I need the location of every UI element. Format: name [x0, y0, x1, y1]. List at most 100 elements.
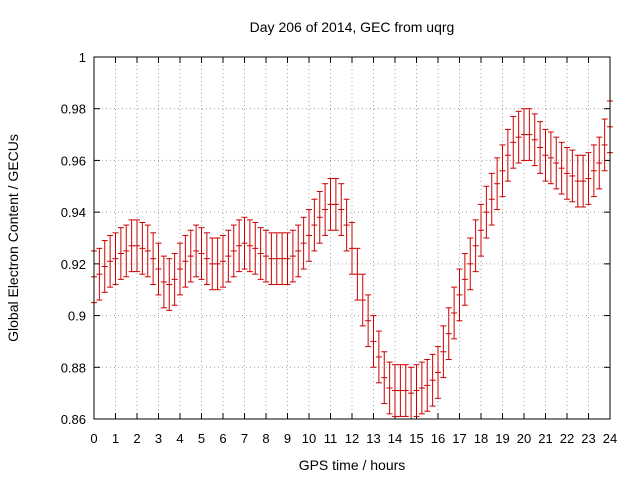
data-point	[494, 157, 501, 211]
data-point	[107, 234, 114, 288]
x-tick-label: 1	[112, 431, 119, 446]
x-tick-label: 7	[241, 431, 248, 446]
data-point	[418, 361, 425, 415]
data-point	[440, 325, 447, 379]
data-point	[150, 232, 157, 286]
data-point	[349, 221, 355, 275]
data-point	[139, 221, 146, 275]
data-point	[386, 361, 393, 415]
data-point	[177, 242, 183, 296]
data-point	[236, 219, 243, 273]
y-tick-label: 0.88	[61, 360, 86, 375]
x-tick-label: 19	[495, 431, 509, 446]
data-point	[526, 108, 533, 161]
data-point	[531, 113, 538, 167]
data-point	[279, 232, 286, 286]
x-tick-label: 8	[262, 431, 269, 446]
data-point	[284, 232, 291, 286]
data-point	[306, 209, 312, 262]
data-point	[580, 154, 587, 208]
y-tick-label: 0.96	[61, 153, 86, 168]
data-point	[359, 273, 366, 327]
data-point	[499, 144, 506, 198]
data-point	[332, 178, 339, 231]
x-tick-label: 21	[538, 431, 552, 446]
x-tick-label: 0	[90, 431, 97, 446]
y-tick-label: 0.94	[61, 205, 86, 220]
data-point	[553, 136, 560, 190]
x-tick-label: 24	[603, 431, 617, 446]
data-series	[91, 100, 613, 420]
x-tick-label: 6	[219, 431, 226, 446]
data-point	[134, 219, 140, 273]
data-point	[338, 183, 345, 236]
data-point	[182, 234, 189, 288]
x-tick-label: 3	[155, 431, 162, 446]
y-tick-label: 0.98	[61, 102, 86, 117]
data-point	[322, 183, 329, 236]
axis-ticks: 0 1 2 3 4 5 6 7 8 9 10 11 12 13 14 15 16 17 18 19 20 21 22 23 24…	[61, 50, 618, 446]
data-point	[96, 247, 103, 301]
data-point	[289, 229, 296, 283]
data-point	[316, 190, 323, 244]
data-point	[160, 255, 167, 309]
y-tick-label: 0.86	[61, 412, 86, 427]
data-point	[590, 144, 597, 198]
data-point	[370, 315, 377, 368]
x-tick-label: 15	[409, 431, 423, 446]
data-point	[300, 216, 307, 270]
data-point	[510, 115, 517, 169]
data-point	[402, 364, 409, 417]
data-point	[295, 224, 302, 278]
data-point	[375, 330, 382, 384]
x-tick-label: 13	[366, 431, 380, 446]
data-point	[117, 227, 124, 280]
data-point	[241, 216, 248, 270]
data-point	[558, 141, 565, 195]
data-point	[193, 224, 200, 278]
x-tick-label: 11	[324, 431, 338, 446]
data-point	[252, 221, 259, 275]
x-tick-label: 5	[198, 431, 205, 446]
x-tick-label: 14	[388, 431, 402, 446]
x-tick-label: 17	[452, 431, 466, 446]
data-point	[456, 268, 463, 322]
data-point	[257, 227, 264, 280]
data-point	[596, 136, 603, 190]
data-point	[472, 219, 479, 273]
data-point	[112, 232, 119, 286]
data-point	[381, 351, 388, 404]
data-point	[488, 172, 495, 226]
x-axis-label: GPS time / hours	[299, 457, 406, 473]
data-point	[214, 237, 221, 291]
data-point	[263, 229, 269, 283]
plot-frame	[93, 56, 611, 420]
data-point	[273, 232, 280, 286]
data-point	[203, 232, 210, 286]
data-point	[408, 366, 415, 420]
data-point	[601, 118, 608, 172]
x-tick-label: 18	[474, 431, 488, 446]
y-tick-label: 0.9	[68, 309, 86, 324]
x-tick-label: 16	[431, 431, 445, 446]
x-tick-label: 12	[345, 431, 359, 446]
data-point	[537, 121, 544, 174]
data-point	[424, 359, 431, 412]
data-point	[542, 128, 549, 182]
data-point	[429, 353, 436, 407]
x-tick-label: 9	[284, 431, 291, 446]
chart-title: Day 206 of 2014, GEC from uqrg	[250, 19, 455, 35]
data-point	[166, 258, 173, 311]
data-point	[451, 286, 458, 340]
x-tick-label: 22	[560, 431, 574, 446]
data-point	[209, 237, 216, 291]
data-point	[365, 294, 372, 348]
data-point	[445, 307, 452, 361]
data-point	[392, 364, 398, 417]
data-point	[230, 224, 237, 278]
data-point	[220, 234, 226, 288]
data-point	[101, 240, 108, 293]
data-point	[397, 364, 404, 417]
data-point	[564, 147, 570, 200]
data-point	[128, 219, 135, 273]
